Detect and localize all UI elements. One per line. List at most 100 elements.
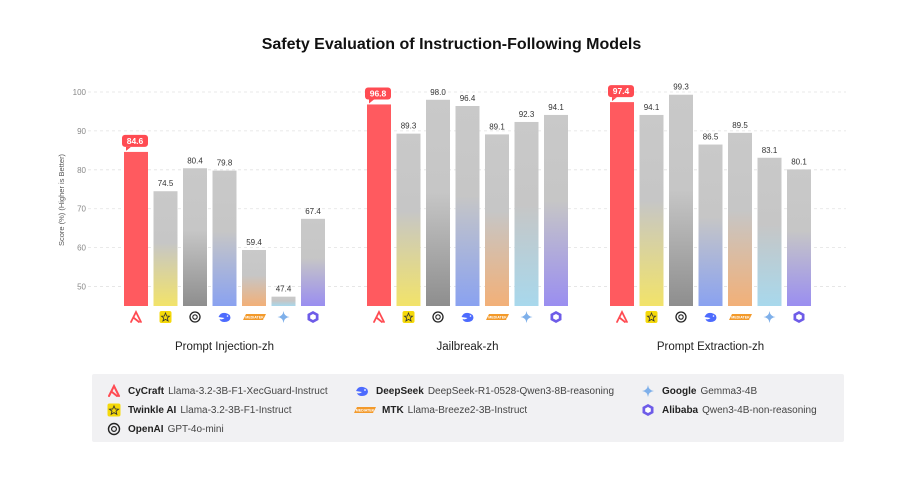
legend-brand: DeepSeek [376, 385, 424, 397]
svg-text:MEDIATEK: MEDIATEK [731, 315, 750, 319]
deepseek-icon [461, 312, 474, 322]
y-tick-label: 100 [73, 88, 87, 97]
bar [610, 102, 634, 306]
legend-model: Llama-3.2-3B-F1-XecGuard-Instruct [168, 385, 328, 397]
data-label: 96.8 [370, 88, 387, 98]
legend-brand: Twinkle AI [128, 404, 177, 416]
bar [271, 296, 296, 306]
data-label: 99.3 [673, 83, 689, 92]
data-label: 67.4 [305, 207, 321, 216]
group-label: Prompt Injection-zh [175, 341, 274, 353]
google-icon [277, 311, 290, 323]
legend-item-openai: OpenAI GPT-4o-mini [106, 422, 224, 436]
mtk-icon: MEDIATEK [243, 314, 266, 320]
legend-item-deepseek: DeepSeek DeepSeek-R1-0528-Qwen3-8B-reaso… [354, 384, 614, 398]
bar [698, 144, 723, 306]
bar [485, 134, 509, 306]
bar [728, 132, 752, 306]
google-icon [763, 311, 776, 323]
data-label: 59.4 [246, 238, 262, 247]
legend-brand: Google [662, 385, 697, 397]
legend-item-alibaba: Alibaba Qwen3-4B-non-reasoning [640, 403, 817, 417]
data-label: 94.1 [548, 103, 564, 112]
bar [124, 151, 148, 306]
y-axis-ticks: 50 60 70 80 90 100 [73, 88, 87, 292]
bar [639, 114, 664, 306]
bar [787, 169, 811, 306]
legend-brand: CyCraft [128, 385, 165, 397]
bar [212, 170, 237, 306]
bar [183, 168, 207, 306]
deepseek-icon [218, 312, 231, 322]
highlight-badge-pointer [612, 97, 617, 102]
twinkle-ai-icon [645, 311, 658, 323]
bar [514, 121, 539, 307]
legend-model: Gemma3-4B [700, 385, 758, 397]
legend: CyCraft Llama-3.2-3B-F1-XecGuard-Instruc… [92, 374, 844, 442]
deepseek-icon [354, 384, 370, 398]
data-label: 84.6 [127, 136, 144, 146]
mtk-icon: MEDIATEK [729, 314, 752, 320]
bar [367, 104, 391, 306]
bar-chart: 50 60 70 80 90 100 Score (%) (Higher is Bette… [57, 83, 846, 353]
legend-brand: OpenAI [128, 423, 164, 435]
alibaba-icon [793, 311, 805, 323]
legend-model: GPT-4o-mini [167, 423, 224, 435]
bar [757, 157, 782, 306]
data-label: 86.5 [703, 133, 719, 142]
legend-item-cycraft: CyCraft Llama-3.2-3B-F1-XecGuard-Instruc… [106, 383, 328, 398]
twinkle-ai-icon [106, 403, 122, 417]
legend-model: Llama-Breeze2-3B-Instruct [407, 404, 528, 416]
legend-model: DeepSeek-R1-0528-Qwen3-8B-reasoning [427, 385, 615, 397]
alibaba-icon [550, 311, 562, 323]
google-icon [520, 311, 533, 323]
bar [544, 114, 568, 306]
openai-icon [675, 311, 687, 323]
openai-icon [189, 311, 201, 323]
group-label: Prompt Extraction-zh [657, 341, 764, 353]
google-icon [640, 384, 656, 398]
legend-item-twinkle-ai: Twinkle AI Llama-3.2-3B-F1-Instruct [106, 403, 292, 417]
data-label: 97.4 [613, 86, 630, 96]
data-label: 79.8 [217, 159, 233, 168]
data-label: 74.5 [158, 179, 174, 188]
data-label: 80.4 [187, 156, 203, 165]
mtk-icon: MEDIATEK [354, 403, 376, 417]
bar [669, 94, 693, 306]
bar [242, 249, 266, 306]
bar [455, 106, 480, 307]
twinkle-ai-icon [159, 311, 172, 323]
data-label: 94.1 [644, 103, 660, 112]
data-label: 98.0 [430, 88, 446, 97]
highlight-badge-pointer [126, 146, 131, 151]
svg-text:MEDIATEK: MEDIATEK [356, 409, 375, 413]
alibaba-icon [640, 403, 656, 417]
cycraft-icon [373, 309, 385, 323]
data-label: 92.3 [519, 110, 535, 119]
highlight-badge [608, 85, 634, 98]
bar [396, 133, 421, 306]
data-label: 80.1 [791, 157, 807, 166]
deepseek-icon [704, 312, 717, 322]
legend-brand: Alibaba [662, 404, 699, 416]
alibaba-icon [307, 311, 319, 323]
mtk-icon: MEDIATEK [486, 314, 509, 320]
legend-brand: MTK [382, 404, 404, 416]
y-tick-label: 60 [77, 244, 86, 253]
y-axis-label: Score (%) (Higher is Better) [57, 153, 66, 246]
data-label: 96.4 [460, 94, 476, 103]
highlight-badge [122, 134, 148, 147]
cycraft-icon [106, 383, 122, 398]
bar [301, 218, 325, 306]
data-label: 89.3 [401, 122, 417, 131]
openai-icon [106, 422, 122, 436]
legend-item-google: Google Gemma3-4B [640, 384, 757, 398]
y-tick-label: 90 [77, 127, 86, 136]
chart-title: Safety Evaluation of Instruction-Followi… [261, 36, 642, 53]
svg-text:MEDIATEK: MEDIATEK [488, 315, 507, 319]
y-tick-label: 70 [77, 205, 86, 214]
legend-model: Qwen3-4B-non-reasoning [702, 404, 817, 416]
highlight-badge [365, 87, 391, 100]
bar [426, 99, 450, 306]
data-label: 83.1 [762, 146, 778, 155]
